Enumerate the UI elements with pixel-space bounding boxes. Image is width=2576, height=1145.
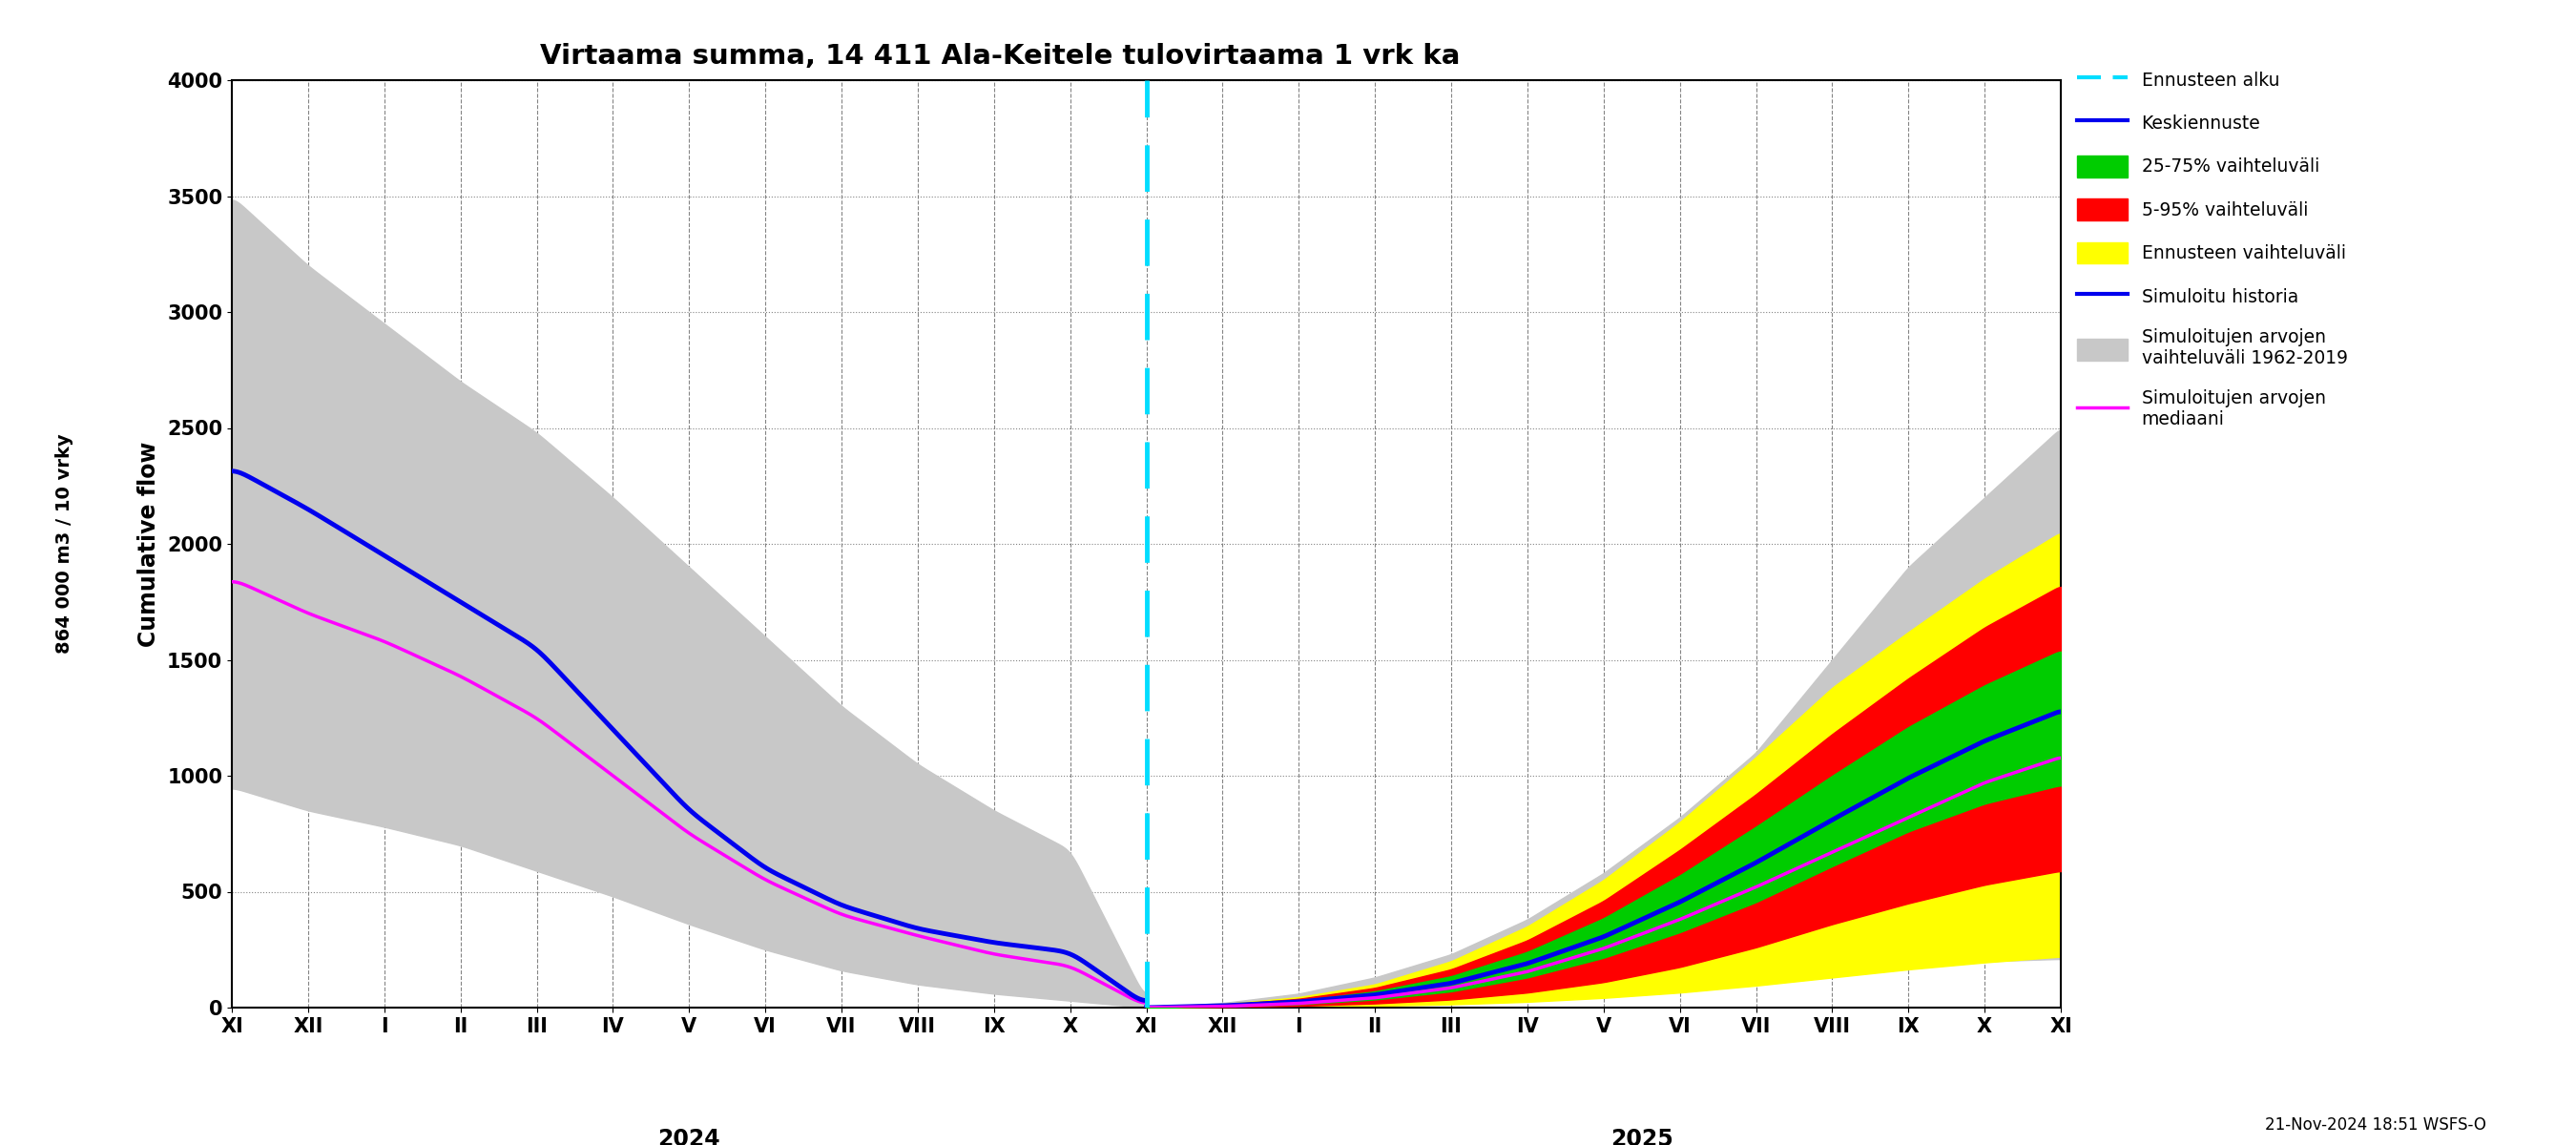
Title: Virtaama summa, 14 411 Ala-Keitele tulovirtaama 1 vrk ka: Virtaama summa, 14 411 Ala-Keitele tulov… bbox=[541, 44, 1461, 70]
Text: 2025: 2025 bbox=[1610, 1128, 1672, 1145]
Legend: Ennusteen alku, Keskiennuste, 25-75% vaihteluväli, 5-95% vaihteluväli, Ennusteen: Ennusteen alku, Keskiennuste, 25-75% vai… bbox=[2071, 62, 2354, 435]
Y-axis label: Cumulative flow: Cumulative flow bbox=[137, 441, 160, 647]
Text: 2024: 2024 bbox=[657, 1128, 721, 1145]
Text: 864 000 m3 / 10 vrky: 864 000 m3 / 10 vrky bbox=[54, 434, 72, 654]
Text: 21-Nov-2024 18:51 WSFS-O: 21-Nov-2024 18:51 WSFS-O bbox=[2264, 1116, 2486, 1134]
